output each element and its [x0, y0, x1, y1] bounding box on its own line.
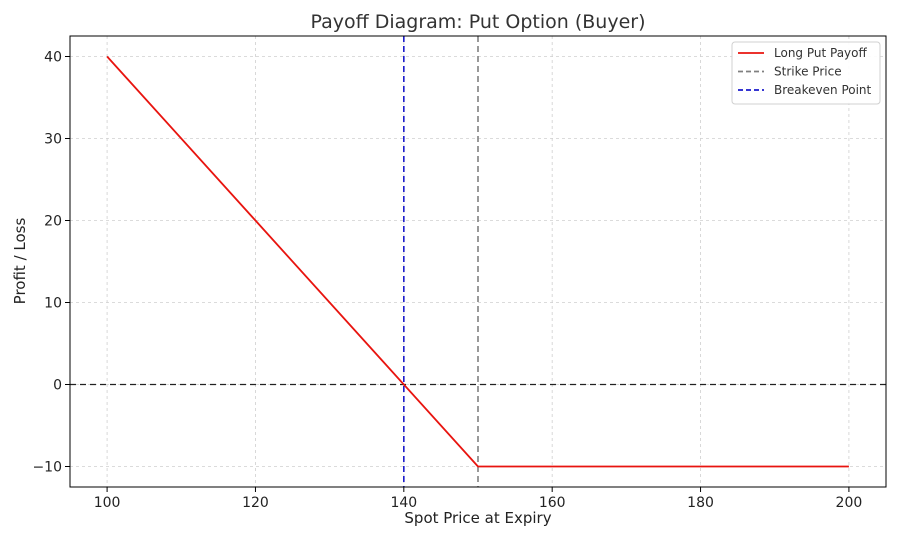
y-tick-label: 10: [44, 296, 62, 312]
x-tick-label: 140: [390, 495, 417, 511]
y-tick-label: 20: [44, 214, 62, 230]
chart-title: Payoff Diagram: Put Option (Buyer): [310, 11, 645, 33]
x-tick-label: 160: [539, 495, 566, 511]
x-tick-label: 100: [94, 495, 121, 511]
axis-ticks: 100 120 140 160 180 200 −10 0 10 20 30 40: [32, 50, 862, 512]
legend-label-breakeven-point: Breakeven Point: [774, 83, 872, 97]
x-tick-label: 200: [836, 495, 863, 511]
legend-box: [731, 41, 881, 105]
long-put-payoff-line: [106, 55, 849, 468]
reference-lines: [70, 36, 886, 487]
x-axis-label: Spot Price at Expiry: [404, 509, 551, 527]
legend-label-long-put-payoff: Long Put Payoff: [774, 46, 867, 60]
plot-frame: [69, 35, 887, 488]
x-tick-label: 180: [687, 495, 714, 511]
legend: Long Put Payoff Strike Price Breakeven Poi…: [731, 41, 881, 105]
series-layer: [106, 55, 849, 468]
y-tick-label: 0: [53, 378, 62, 394]
y-tick-label: 40: [44, 50, 62, 66]
y-axis-label: Profit / Loss: [11, 218, 29, 305]
x-tick-label: 120: [242, 495, 269, 511]
legend-label-strike-price: Strike Price: [774, 65, 842, 79]
y-tick-label: 30: [44, 132, 62, 148]
y-tick-label: −10: [32, 460, 62, 476]
